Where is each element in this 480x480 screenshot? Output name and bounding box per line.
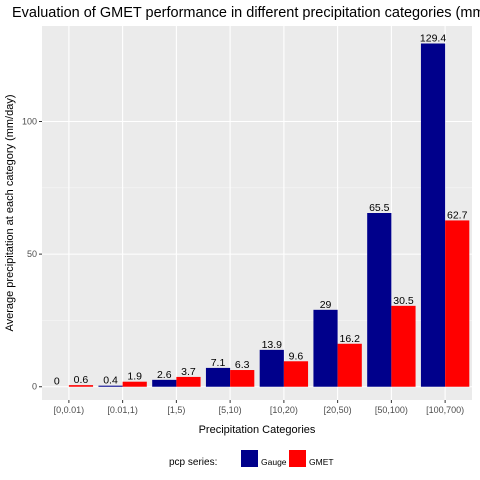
bar-gauge [367,213,392,387]
legend-swatch-gmet [289,450,306,467]
y-tick-label: 100 [22,116,37,126]
legend-swatch-gauge [241,450,258,467]
x-tick-label: [1,5) [167,405,185,415]
bars [68,43,470,387]
x-tick-label: [20,50) [324,405,352,415]
bar-gauge [259,349,284,387]
data-label: 9.6 [289,350,304,362]
legend-label: GMET [309,457,334,467]
bar-gmet [230,370,255,387]
data-label: 129.4 [420,33,446,45]
y-tick-label: 0 [32,382,37,392]
bar-gauge [205,367,231,387]
data-label: 0.4 [103,375,118,387]
legend-title: pcp series: [169,457,217,468]
data-label: 6.3 [235,359,250,371]
x-tick-label: [100,700) [426,405,464,415]
data-label: 16.2 [340,333,361,345]
bar-gauge [420,43,446,387]
y-axis-title: Average precipitation at each category (… [4,94,16,331]
y-tick-label: 50 [27,249,37,259]
data-label: 0 [54,376,60,388]
bar-gauge [313,309,338,387]
bar-gauge [98,385,123,387]
data-label: 13.9 [262,339,283,351]
data-label: 30.5 [393,295,414,307]
data-label: 65.5 [369,202,390,214]
data-label: 29 [320,299,332,311]
bar-gmet [337,343,362,387]
x-axis-title: Precipitation Categories [199,424,316,436]
data-label: 62.7 [447,209,468,221]
legend: pcp series: Gauge GMET [169,450,334,468]
x-tick-label: [50,100) [375,405,408,415]
x-tick-label: [0.01,1) [107,405,138,415]
data-label: 7.1 [211,357,226,369]
chart-title: Evaluation of GMET performance in differ… [12,5,480,21]
bar-gmet [122,381,147,387]
data-label: 2.6 [157,369,172,381]
bar-gmet [283,361,309,387]
bar-gmet [391,305,416,387]
data-label: 1.9 [127,371,142,383]
axes: 0 50 100 [0,0.01) [0.01,1) [1,5) [5,10) [10,20)… [22,116,464,415]
bar-gmet [68,385,94,387]
legend-label: Gauge [261,457,287,467]
x-tick-label: [10,20) [270,405,298,415]
x-tick-label: [5,10) [219,405,242,415]
data-label: 0.6 [74,374,89,386]
bar-gmet [445,220,470,387]
x-tick-label: [0,0.01) [54,405,85,415]
data-label: 3.7 [181,366,196,378]
bar-gauge [152,379,177,387]
data-labels: 0 0.4 2.6 7.1 13.9 29 65.5 129.4 0.6 1.9 3.7 6.3 9.6… [54,33,468,388]
bar-gmet [176,376,201,387]
